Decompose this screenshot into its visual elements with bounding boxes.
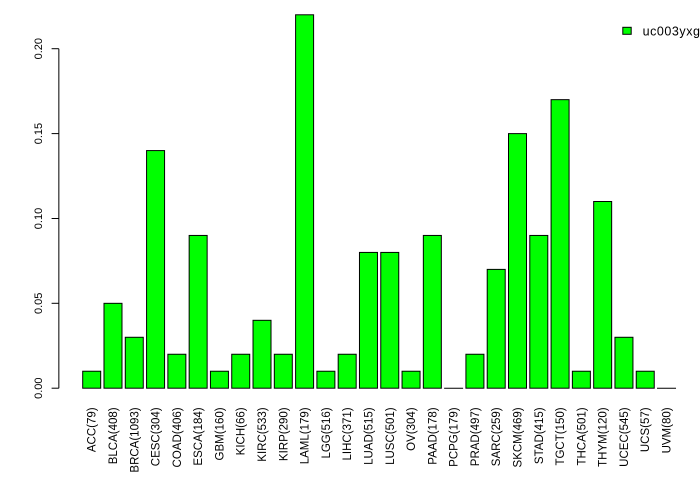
svg-text:BLCA(408): BLCA(408)	[108, 407, 120, 464]
svg-text:KIRP(290): KIRP(290)	[278, 407, 290, 461]
svg-text:0.05: 0.05	[33, 293, 45, 314]
svg-text:UCS(57): UCS(57)	[640, 407, 652, 452]
svg-text:UCEC(545): UCEC(545)	[619, 407, 631, 467]
svg-text:LUSC(501): LUSC(501)	[385, 407, 397, 465]
svg-text:PAAD(178): PAAD(178)	[427, 407, 439, 464]
svg-text:LIHC(371): LIHC(371)	[342, 407, 354, 460]
svg-text:PCPG(179): PCPG(179)	[449, 407, 461, 467]
svg-text:OV(304): OV(304)	[406, 407, 418, 451]
svg-text:LUAD(515): LUAD(515)	[363, 407, 375, 465]
svg-text:KIRC(533): KIRC(533)	[257, 407, 269, 461]
svg-text:PRAD(497): PRAD(497)	[470, 407, 482, 466]
svg-text:0.10: 0.10	[33, 208, 45, 229]
svg-text:BRCA(1093): BRCA(1093)	[129, 407, 141, 472]
svg-text:STAD(415): STAD(415)	[534, 407, 546, 464]
svg-text:ACC(79): ACC(79)	[87, 407, 99, 452]
svg-text:COAD(406): COAD(406)	[172, 407, 184, 467]
svg-text:TGCT(150): TGCT(150)	[555, 407, 567, 465]
svg-text:THYM(120): THYM(120)	[598, 407, 610, 467]
svg-text:uc003yxg: uc003yxg	[643, 25, 700, 39]
svg-text:GBM(160): GBM(160)	[214, 407, 226, 460]
svg-text:LAML(179): LAML(179)	[300, 407, 312, 464]
svg-text:UVM(80): UVM(80)	[662, 407, 674, 453]
svg-text:0.00: 0.00	[33, 377, 45, 398]
svg-text:CESC(304): CESC(304)	[151, 407, 163, 466]
svg-text:LGG(516): LGG(516)	[321, 407, 333, 458]
svg-text:SARC(259): SARC(259)	[491, 407, 503, 466]
svg-text:ESCA(184): ESCA(184)	[193, 407, 205, 465]
svg-text:0.15: 0.15	[33, 123, 45, 144]
svg-text:THCA(501): THCA(501)	[576, 407, 588, 465]
svg-text:KICH(66): KICH(66)	[236, 407, 248, 455]
svg-text:SKCM(469): SKCM(469)	[513, 407, 525, 467]
svg-text:0.20: 0.20	[33, 38, 45, 59]
